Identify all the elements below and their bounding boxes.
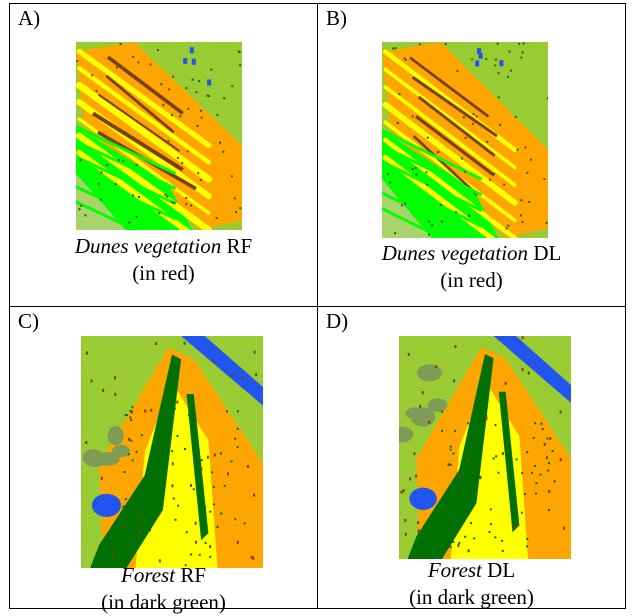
caption-a-class: Dunes vegetation xyxy=(75,234,221,258)
map-c xyxy=(81,336,263,568)
map-b xyxy=(382,42,548,238)
panel-b-label: B) xyxy=(326,6,347,31)
caption-a: Dunes vegetation RF (in red) xyxy=(10,233,317,287)
caption-b: Dunes vegetation DL (in red) xyxy=(318,240,625,294)
caption-d-method: DL xyxy=(487,558,515,582)
caption-b-class: Dunes vegetation xyxy=(382,241,528,265)
figure-grid: A) Dunes vegetation RF (in red) B) Dunes… xyxy=(9,3,626,609)
panel-d: D) Forest DL (in dark green) xyxy=(318,306,626,609)
caption-a-note: (in red) xyxy=(132,261,194,285)
caption-b-method: DL xyxy=(533,241,561,265)
panel-a: A) Dunes vegetation RF (in red) xyxy=(10,4,318,307)
caption-d: Forest DL (in dark green) xyxy=(318,557,625,611)
map-d xyxy=(399,336,571,559)
map-a xyxy=(76,42,242,230)
caption-c-class: Forest xyxy=(121,563,175,587)
panel-b: B) Dunes vegetation DL (in red) xyxy=(318,4,626,307)
panel-c: C) Forest RF (in dark green) xyxy=(10,306,318,609)
caption-c-method: RF xyxy=(180,563,206,587)
caption-b-note: (in red) xyxy=(440,268,502,292)
caption-a-method: RF xyxy=(226,234,252,258)
caption-c-note: (in dark green) xyxy=(101,590,226,614)
caption-d-class: Forest xyxy=(428,558,482,582)
panel-a-label: A) xyxy=(18,6,40,31)
panel-c-label: C) xyxy=(18,309,39,334)
caption-c: Forest RF (in dark green) xyxy=(10,562,317,616)
panel-d-label: D) xyxy=(326,309,348,334)
caption-d-note: (in dark green) xyxy=(409,585,534,609)
